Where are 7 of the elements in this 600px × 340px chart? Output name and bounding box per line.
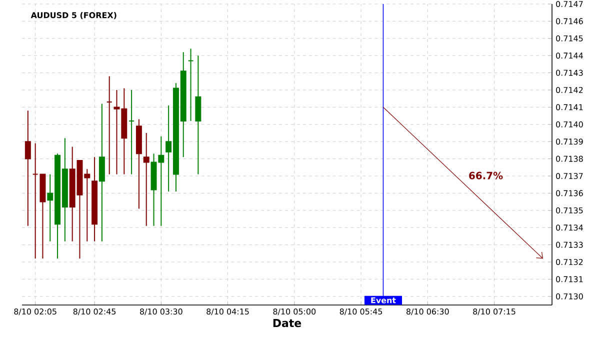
x-axis-title: Date — [273, 319, 302, 328]
candlestick — [24, 110, 31, 226]
candlestick — [106, 76, 112, 175]
candlestick — [188, 48, 194, 122]
annotation: 66.7% — [469, 172, 503, 180]
candlestick — [143, 132, 150, 226]
candlestick — [128, 89, 135, 175]
